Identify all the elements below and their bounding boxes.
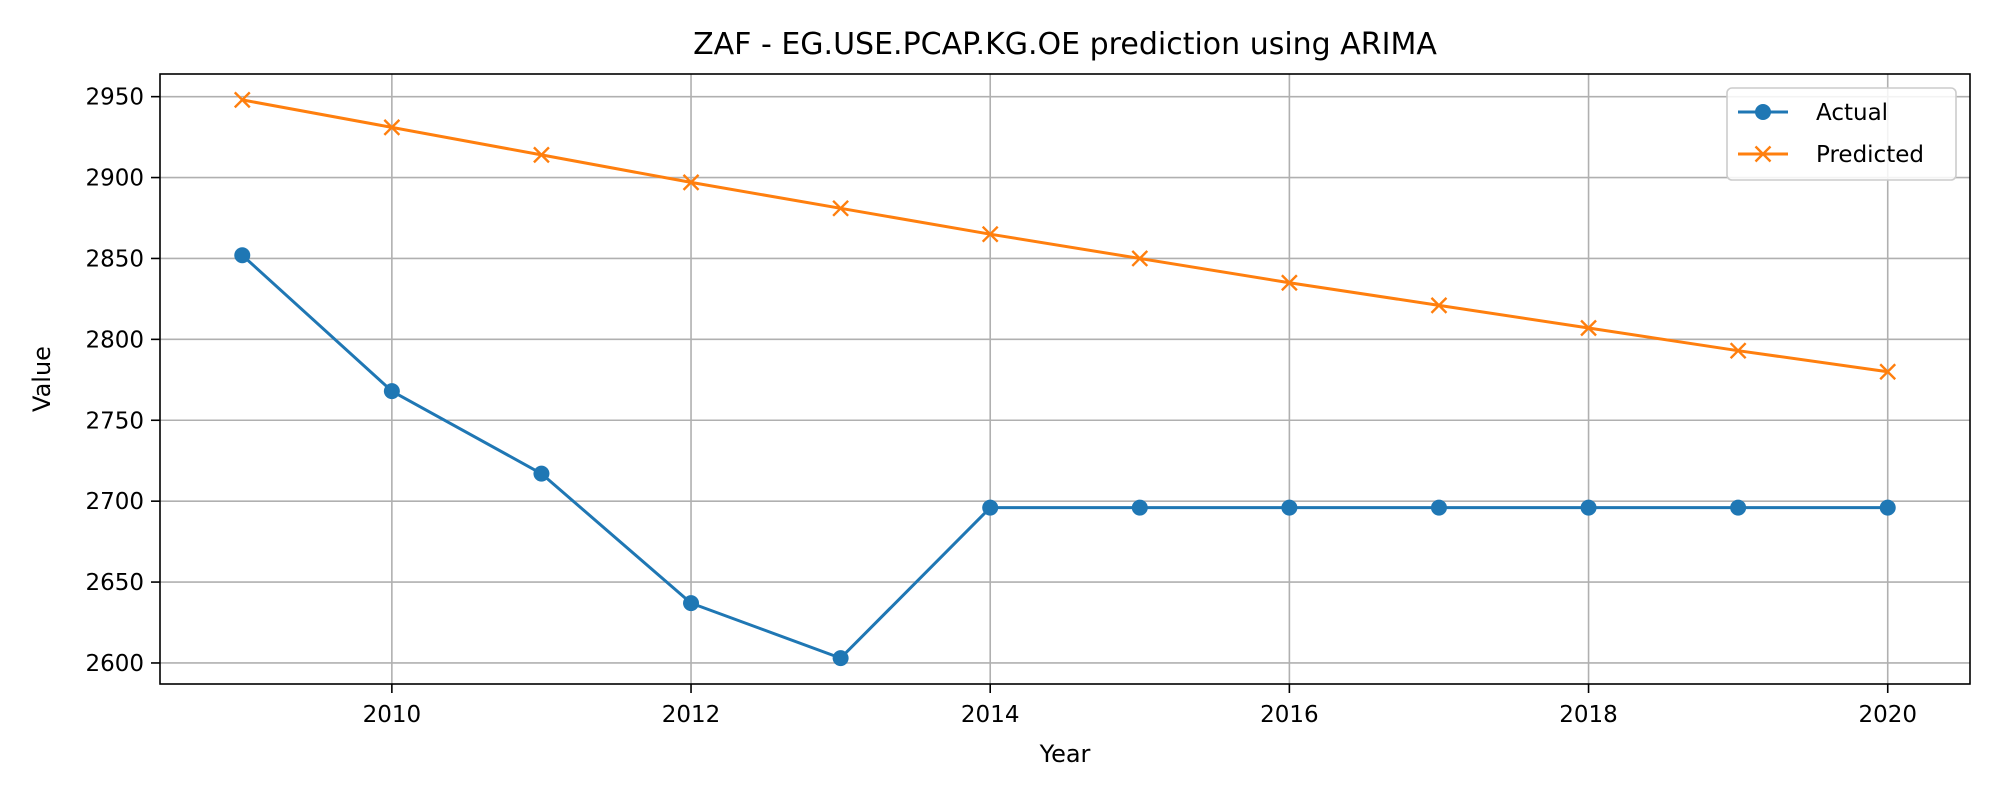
- x-marker-stroke: [1580, 319, 1597, 337]
- legend-marker: [1755, 104, 1771, 120]
- y-tick-label: 2900: [85, 166, 144, 192]
- data-point-actual: [832, 650, 849, 667]
- y-axis-label: Value: [28, 346, 56, 412]
- data-point-actual: [533, 465, 550, 482]
- legend-label: Actual: [1816, 100, 1888, 126]
- data-point-predicted: [1281, 274, 1298, 292]
- data-point-predicted: [233, 91, 251, 109]
- legend-marker: [1754, 145, 1772, 163]
- data-point-actual: [234, 247, 251, 264]
- data-point-actual: [383, 383, 400, 400]
- x-marker-stroke: [1131, 250, 1149, 267]
- series-line-predicted: [242, 98, 1888, 374]
- legend-label: Predicted: [1816, 142, 1924, 168]
- x-marker-stroke: [533, 146, 550, 164]
- y-tick-label: 2700: [85, 489, 144, 515]
- x-axis-label: Year: [1039, 740, 1091, 768]
- y-tick-label: 2800: [85, 327, 144, 353]
- legend: Actual Predicted: [1726, 87, 1957, 181]
- x-tick-label: 2016: [1260, 702, 1319, 728]
- data-point-predicted: [832, 199, 849, 217]
- data-point-actual: [1879, 499, 1896, 516]
- data-point-actual: [1730, 499, 1747, 516]
- data-point-actual: [1131, 499, 1148, 516]
- chart-title: ZAF - EG.USE.PCAP.KG.OE prediction using…: [693, 27, 1437, 62]
- x-marker-stroke: [1879, 363, 1897, 381]
- y-tick-label: 2850: [85, 246, 144, 272]
- y-tick-label: 2650: [85, 570, 144, 596]
- x-marker-stroke: [682, 174, 700, 191]
- series-line-actual: [241, 254, 1888, 660]
- data-point-predicted: [1430, 297, 1448, 314]
- x-tick-label: 2012: [662, 702, 721, 728]
- x-marker-stroke: [383, 119, 401, 136]
- legend-item-actual: Actual: [1738, 100, 1888, 126]
- data-point-predicted: [1580, 319, 1597, 337]
- data-point-predicted: [1131, 250, 1149, 267]
- data-point-actual: [1580, 499, 1597, 516]
- x-marker-stroke: [981, 225, 999, 243]
- x-marker-stroke: [832, 199, 849, 217]
- data-point-actual: [1430, 499, 1447, 516]
- x-tick-label: 2010: [363, 702, 422, 728]
- y-tick-label: 2950: [85, 85, 144, 111]
- x-tick-label: 2020: [1858, 702, 1917, 728]
- data-point-predicted: [981, 225, 999, 243]
- data-point-actual: [683, 595, 700, 612]
- data-point-predicted: [383, 119, 401, 136]
- data-point-actual: [982, 499, 999, 516]
- ticks: 2010 2012 2014 2016 2018 2020 2600 2650 2700 2750…: [85, 85, 1917, 728]
- x-tick-label: 2014: [961, 702, 1020, 728]
- legend-item-predicted: Predicted: [1738, 142, 1924, 168]
- y-tick-label: 2750: [85, 408, 144, 434]
- data-point-actual: [1281, 499, 1298, 516]
- x-marker-stroke: [1729, 342, 1747, 360]
- plot-frame: [159, 73, 1971, 685]
- x-marker-stroke: [233, 91, 251, 109]
- x-tick-label: 2018: [1559, 702, 1618, 728]
- series-layer: [233, 91, 1897, 667]
- data-point-predicted: [1879, 363, 1897, 381]
- y-tick-label: 2600: [85, 651, 144, 677]
- data-point-predicted: [682, 174, 700, 191]
- data-point-predicted: [1729, 342, 1747, 360]
- x-marker-stroke: [1430, 297, 1448, 314]
- x-marker-stroke: [1281, 274, 1298, 292]
- data-point-predicted: [533, 146, 550, 164]
